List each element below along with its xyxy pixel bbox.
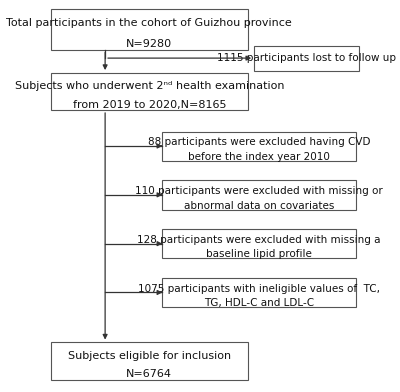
- Text: N=6764: N=6764: [126, 369, 172, 379]
- Text: baseline lipid profile: baseline lipid profile: [206, 249, 312, 260]
- Text: TG, HDL-C and LDL-C: TG, HDL-C and LDL-C: [204, 298, 314, 308]
- Text: 1115 participants lost to follow up: 1115 participants lost to follow up: [217, 53, 396, 64]
- FancyBboxPatch shape: [51, 9, 248, 49]
- Text: N=9280: N=9280: [126, 39, 172, 49]
- Text: 1075 participants with ineligible values of  TC,: 1075 participants with ineligible values…: [138, 283, 380, 294]
- Text: abnormal data on covariates: abnormal data on covariates: [184, 201, 334, 211]
- Text: before the index year 2010: before the index year 2010: [188, 152, 330, 162]
- FancyBboxPatch shape: [51, 73, 248, 110]
- FancyBboxPatch shape: [162, 229, 356, 258]
- Text: 88 participants were excluded having CVD: 88 participants were excluded having CVD: [148, 137, 370, 147]
- FancyBboxPatch shape: [162, 132, 356, 161]
- FancyBboxPatch shape: [162, 278, 356, 307]
- Text: 128 participants were excluded with missing a: 128 participants were excluded with miss…: [137, 235, 381, 245]
- FancyBboxPatch shape: [162, 180, 356, 210]
- Text: from 2019 to 2020,N=8165: from 2019 to 2020,N=8165: [72, 100, 226, 110]
- Text: Subjects who underwent 2ⁿᵈ health examination: Subjects who underwent 2ⁿᵈ health examin…: [14, 81, 284, 91]
- Text: Subjects eligible for inclusion: Subjects eligible for inclusion: [68, 351, 231, 361]
- Text: Total participants in the cohort of Guizhou province: Total participants in the cohort of Guiz…: [6, 18, 292, 28]
- FancyBboxPatch shape: [51, 343, 248, 379]
- Text: 110 participants were excluded with missing or: 110 participants were excluded with miss…: [135, 186, 383, 196]
- FancyBboxPatch shape: [254, 45, 359, 71]
